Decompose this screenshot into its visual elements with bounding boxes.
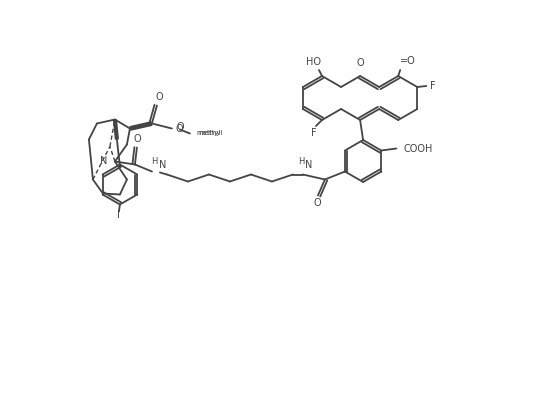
Text: N: N (305, 160, 312, 170)
Text: COOH: COOH (404, 144, 433, 154)
Text: H: H (151, 158, 157, 166)
Text: N: N (159, 160, 166, 170)
Text: O: O (177, 122, 184, 132)
Text: methyl: methyl (196, 130, 220, 136)
Text: I: I (117, 210, 120, 220)
Text: H: H (298, 156, 304, 166)
Text: =O: =O (400, 56, 416, 66)
Text: O: O (313, 198, 321, 208)
Text: O: O (176, 124, 183, 134)
Text: O: O (133, 134, 141, 144)
Text: methyl: methyl (198, 130, 222, 136)
Text: HO: HO (306, 57, 321, 67)
Text: N: N (99, 156, 107, 166)
Text: O: O (155, 92, 163, 102)
Text: F: F (430, 81, 436, 91)
Text: O: O (356, 58, 364, 68)
Text: F: F (311, 128, 317, 138)
